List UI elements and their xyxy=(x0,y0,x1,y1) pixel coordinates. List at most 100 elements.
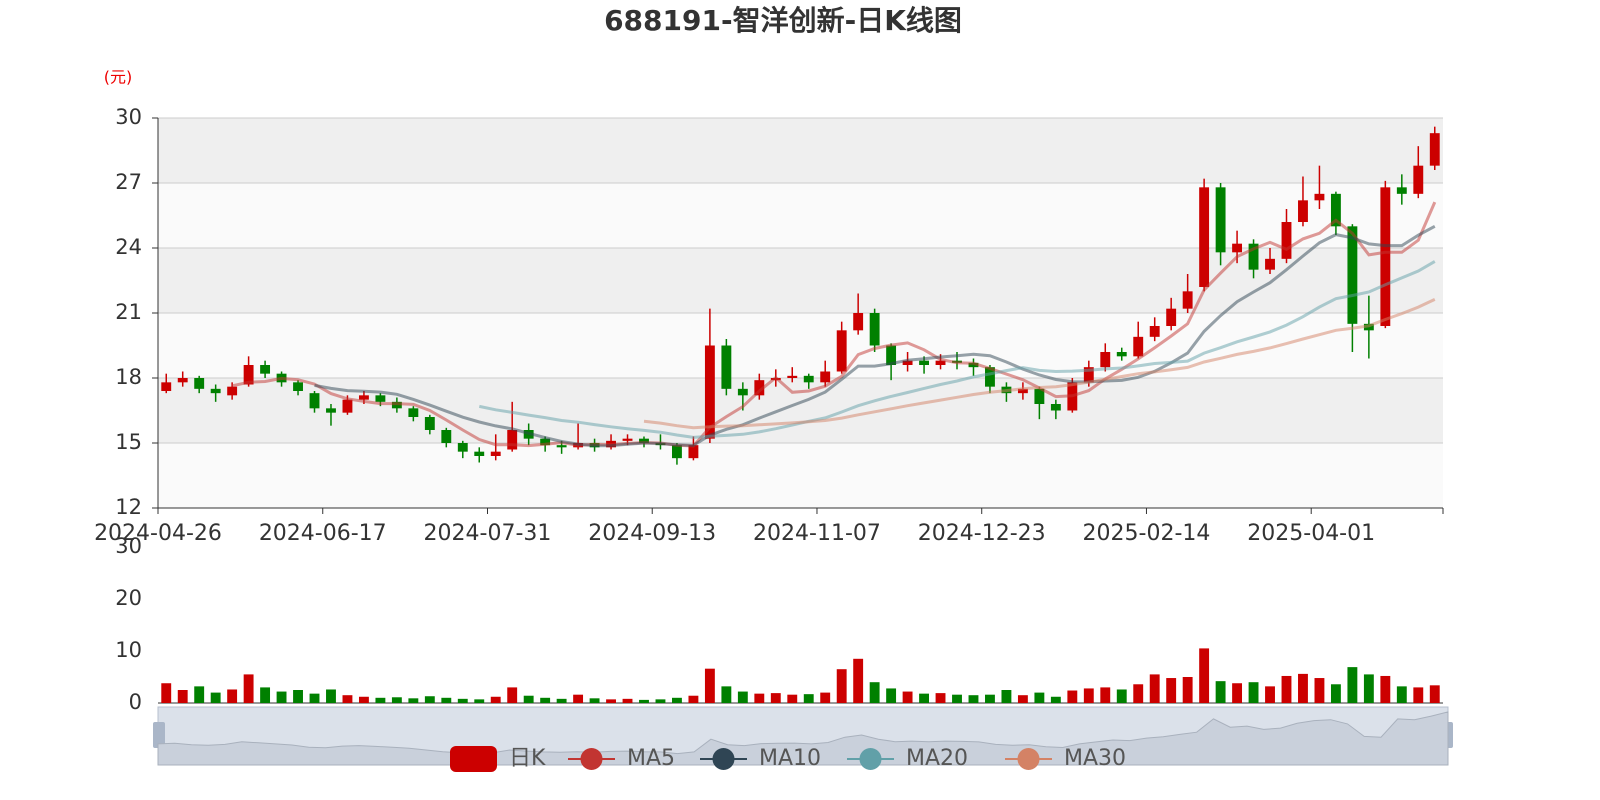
legend-item[interactable]: 日K xyxy=(450,746,546,772)
candle-body xyxy=(820,371,831,383)
candle-body xyxy=(1281,222,1292,259)
y-tick-label: 21 xyxy=(115,300,142,324)
volume-bar xyxy=(490,696,501,703)
volume-bar xyxy=(606,699,616,703)
y-tick-label: 10 xyxy=(115,638,142,662)
candle-body xyxy=(754,380,765,396)
x-tick-label: 2024-11-07 xyxy=(753,521,881,546)
x-tick-label: 2024-09-13 xyxy=(588,521,716,546)
volume-bar xyxy=(737,691,748,703)
volume-bar xyxy=(309,693,320,703)
candle-body xyxy=(672,445,682,459)
volume-bar xyxy=(556,698,567,703)
candle-body xyxy=(556,445,567,448)
volume-bar xyxy=(161,683,172,703)
candle-body xyxy=(474,451,485,456)
candle-body xyxy=(919,360,929,365)
zoom-handle[interactable] xyxy=(153,722,165,748)
y-tick-label: 20 xyxy=(115,586,142,610)
volume-bar xyxy=(457,698,468,703)
ma-line xyxy=(643,298,1436,430)
volume-bar xyxy=(1182,677,1193,703)
candle-body xyxy=(210,388,221,394)
chart-title: 688191-智洋创新-日K线图 xyxy=(604,4,962,37)
volume-bar xyxy=(391,697,402,703)
volume-bar xyxy=(1067,690,1078,703)
candle-body xyxy=(375,395,386,402)
y-tick-label: 30 xyxy=(115,105,142,129)
volume-bar xyxy=(474,699,485,703)
volume-bar xyxy=(655,699,666,703)
candle-body xyxy=(1314,193,1325,201)
candle-body xyxy=(639,438,649,443)
volume-bar xyxy=(1100,687,1111,703)
candle-body xyxy=(424,417,435,430)
volume-bar xyxy=(803,694,814,703)
volume-bar xyxy=(177,690,188,703)
volume-bar xyxy=(836,669,847,703)
candle-body xyxy=(1215,187,1226,253)
candle-body xyxy=(1413,165,1424,194)
slider-shadow xyxy=(157,711,1449,766)
volume-bar xyxy=(540,697,551,703)
candle-body xyxy=(1232,243,1243,253)
y-tick-label: 12 xyxy=(115,495,142,519)
volume-bar xyxy=(1017,695,1028,703)
candle-body xyxy=(490,451,501,456)
split-area xyxy=(158,313,1443,378)
y-unit: (元) xyxy=(104,68,133,87)
legend-icon xyxy=(712,748,735,770)
legend-item[interactable]: MA10 xyxy=(700,746,821,771)
legend-label: MA10 xyxy=(759,746,821,771)
candle-body xyxy=(161,382,172,391)
candle-body xyxy=(1298,200,1308,222)
legend-icon xyxy=(859,748,882,770)
volume-bar xyxy=(1396,686,1407,703)
candle-body xyxy=(1133,336,1144,357)
candle-body xyxy=(1034,388,1045,404)
legend-label: MA5 xyxy=(627,746,675,771)
volume-bar xyxy=(853,658,864,703)
candle-body xyxy=(342,399,353,413)
split-area xyxy=(158,443,1443,508)
candle-body xyxy=(293,382,303,391)
volume-bar xyxy=(902,691,913,703)
legend-item[interactable]: MA20 xyxy=(847,746,968,771)
volume-bar xyxy=(919,693,929,703)
x-tick-label: 2024-07-31 xyxy=(424,521,552,546)
x-tick-label: 2024-12-23 xyxy=(918,521,1046,546)
y-tick-label: 18 xyxy=(115,365,142,389)
candle-body xyxy=(803,375,814,383)
volume-bar xyxy=(1232,683,1243,703)
volume-bar xyxy=(869,682,880,703)
volume-bar xyxy=(1133,684,1144,703)
candle-body xyxy=(1199,187,1210,287)
volume-bar xyxy=(342,695,353,703)
volume-bar xyxy=(375,697,386,703)
candle-body xyxy=(1182,291,1193,309)
volume-bar xyxy=(1413,687,1424,703)
candle-body xyxy=(721,345,732,389)
candle-body xyxy=(622,438,633,441)
ma-line xyxy=(478,260,1436,439)
candle-body xyxy=(1116,352,1127,357)
candle-body xyxy=(1083,367,1094,383)
volume-bar xyxy=(968,695,979,703)
legend-item[interactable]: MA5 xyxy=(568,746,675,771)
volume-bar xyxy=(1001,690,1012,703)
volume-bar xyxy=(820,692,831,703)
x-tick-label: 2025-04-01 xyxy=(1247,521,1375,546)
candle-body xyxy=(1050,404,1061,411)
candle-body xyxy=(985,367,995,387)
candle-body xyxy=(688,445,699,459)
volume-bar xyxy=(1149,674,1160,703)
candle-body xyxy=(902,360,913,365)
candle-body xyxy=(1166,308,1177,326)
candle-body xyxy=(1347,226,1358,324)
legend-item[interactable]: MA30 xyxy=(1005,746,1126,771)
candle-body xyxy=(177,378,188,383)
candle-body xyxy=(1330,193,1341,227)
volume-bar xyxy=(441,697,452,703)
candle-body xyxy=(704,345,715,439)
